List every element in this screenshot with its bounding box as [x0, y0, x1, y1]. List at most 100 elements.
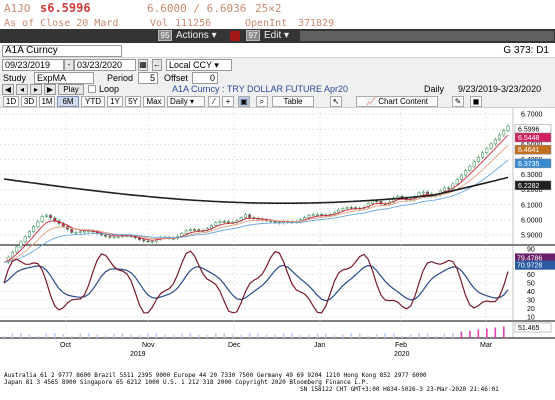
period-button-ytd[interactable]: YTD: [81, 96, 105, 107]
osc-label-box: [515, 253, 555, 263]
volume-bar: [155, 333, 158, 338]
chevron-down-icon: ▾: [190, 97, 195, 106]
price-label: 6.2282: [518, 183, 540, 190]
volume-bar: [494, 327, 497, 338]
volume-bar: [426, 333, 429, 338]
volume-bar: [37, 335, 39, 338]
candle-body: [19, 241, 23, 248]
candle-body: [345, 207, 349, 209]
volume-bar: [502, 326, 505, 338]
period-button-1m[interactable]: 1M: [39, 96, 55, 107]
calendar-icon[interactable]: ▦: [138, 59, 148, 71]
edit-menu[interactable]: Edit ▾: [264, 30, 290, 41]
candle-body: [243, 214, 247, 218]
snapshot-icon[interactable]: ◼: [470, 96, 482, 107]
study-select[interactable]: ExpMA: [34, 72, 94, 84]
volume-bar: [3, 336, 5, 338]
chevron-down-icon: ▾: [214, 60, 219, 70]
period-button-6m[interactable]: 6M: [57, 96, 79, 107]
volume-bar: [189, 333, 192, 338]
y-tick-label: 6.7000: [521, 112, 543, 119]
quote-subheader: As of Close 20 Mard Vol 111256 OpenInt 3…: [0, 18, 555, 31]
controls-bar: ◀ ◂ ▸ ▶ Play Loop A1A Curncy : TRY DOLLA…: [0, 84, 555, 95]
volume-bar: [113, 333, 115, 338]
vol-value: 111256: [175, 18, 212, 29]
chart-area[interactable]: 6.70006.60006.50006.40006.30006.20006.10…: [0, 108, 555, 370]
currency-select[interactable]: Local CCY ▾: [166, 59, 232, 71]
volume-bar: [223, 333, 226, 338]
volume-bar: [87, 333, 90, 338]
table-button[interactable]: Table: [272, 96, 314, 107]
volume-bar: [20, 333, 22, 338]
pointer-icon[interactable]: ↖: [330, 96, 342, 107]
play-button[interactable]: Play: [58, 84, 84, 95]
function-toolbar: 95 Actions ▾ 97 Edit ▾: [0, 29, 555, 43]
annotation-icon[interactable]: ✎: [452, 96, 464, 107]
chart-style-icon[interactable]: ▣: [238, 96, 250, 107]
price-label-box: [514, 144, 552, 155]
chart-content-button[interactable]: 📈 Chart Content: [356, 96, 438, 107]
zoom-icon[interactable]: ⌕: [256, 96, 268, 107]
rewind-icon[interactable]: ◀: [2, 84, 14, 95]
offset-input[interactable]: 0: [192, 72, 218, 84]
volume-label: 51.465: [518, 325, 540, 332]
period-button-5y[interactable]: 5Y: [125, 96, 141, 107]
volume-bar: [367, 335, 370, 338]
fast-forward-icon[interactable]: ▶: [44, 84, 56, 95]
study-bar: Study ExpMA Period 5 Offset 0: [0, 72, 555, 84]
x-tick-label: Mar: [480, 342, 493, 349]
loop-checkbox[interactable]: [88, 85, 96, 93]
candle-body: [32, 226, 36, 232]
prev-period-icon[interactable]: ←: [152, 59, 162, 71]
volume-bar: [477, 329, 480, 338]
draw-line-icon[interactable]: ⁄: [208, 96, 220, 107]
date-range-bar: 09/23/2019 - 03/23/2020 ▦ ← Local CCY ▾: [0, 58, 555, 72]
price-label-box: [514, 158, 552, 169]
volume-bar: [257, 333, 259, 338]
crosshair-icon[interactable]: +: [222, 96, 234, 107]
volume-bar: [164, 334, 166, 338]
period-input[interactable]: 5: [138, 72, 158, 84]
menu-separator: [230, 31, 240, 41]
candle-body: [142, 239, 146, 242]
vol-label: Vol: [150, 18, 169, 29]
date-range-label: 9/23/2019-3/23/2020: [458, 84, 542, 94]
volume-bar: [248, 333, 251, 338]
oscillator-signal-line: [3, 264, 509, 302]
quote-header: A1JO s6.5996 6.6000 / 6.6036 25×2: [0, 0, 555, 18]
osc-tick-label: 20: [527, 306, 535, 313]
candle-body: [426, 191, 429, 195]
period-button-1d[interactable]: 1D: [3, 96, 19, 107]
price-chart-svg[interactable]: 6.70006.60006.50006.40006.30006.20006.10…: [0, 108, 555, 370]
volume-bar: [452, 333, 454, 338]
menu-number-97[interactable]: 97: [246, 30, 260, 41]
period-button-max[interactable]: Max: [143, 96, 165, 107]
volume-bar: [435, 335, 437, 338]
menu-number-95[interactable]: 95: [158, 30, 172, 41]
ema-mid-line: [3, 144, 509, 263]
frequency-select[interactable]: Daily ▾: [167, 96, 205, 107]
period-button-1y[interactable]: 1Y: [107, 96, 123, 107]
osc-tick-label: 30: [527, 298, 535, 305]
security-bar: A1A Curncy G 373: D1: [0, 44, 555, 58]
security-input[interactable]: A1A Curncy: [2, 45, 122, 57]
volume-bar: [231, 334, 234, 338]
candle-body: [150, 241, 154, 243]
actions-menu[interactable]: Actions ▾: [176, 30, 217, 41]
ema-slow-line: [3, 159, 509, 263]
volume-bar: [350, 333, 353, 338]
period-button-3d[interactable]: 3D: [21, 96, 37, 107]
chart-icon: 📈: [365, 97, 376, 106]
end-date-input[interactable]: 03/23/2020: [74, 59, 136, 71]
chevron-down-icon: ▾: [284, 30, 290, 41]
toolbar-gray-area: [300, 31, 554, 41]
step-back-icon[interactable]: ◂: [16, 84, 28, 95]
osc-label: 70.9728: [517, 263, 542, 270]
candle-body: [311, 214, 315, 216]
period-toolbar: 1D 3D 1M 6M YTD 1Y 5Y Max Daily ▾ ⁄ + ▣ …: [0, 95, 555, 108]
volume-bar: [375, 334, 378, 338]
volume-bar: [138, 335, 141, 338]
candle-body: [227, 221, 230, 223]
start-date-input[interactable]: 09/23/2019: [2, 59, 64, 71]
step-forward-icon[interactable]: ▸: [30, 84, 42, 95]
